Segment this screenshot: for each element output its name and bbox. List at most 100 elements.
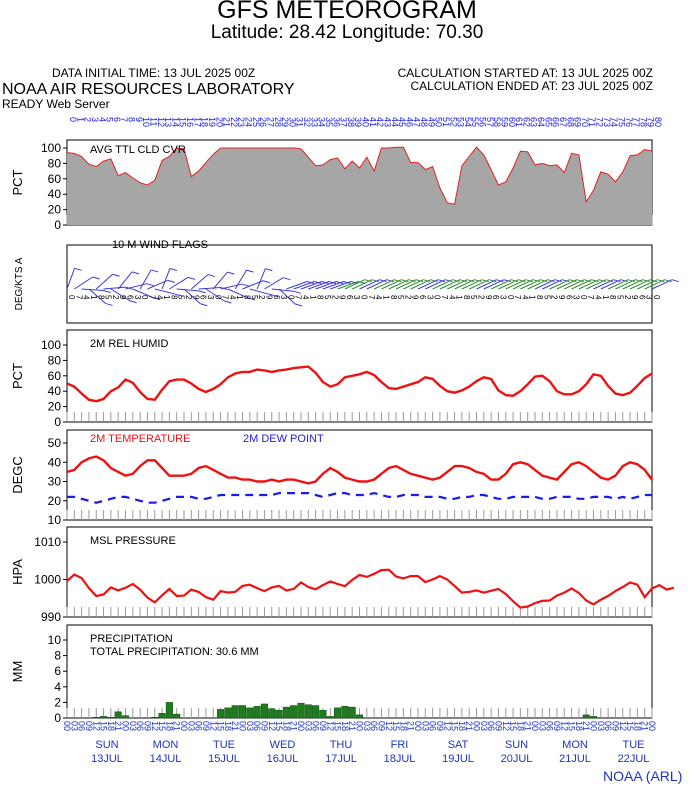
y-tick-label: 2 (54, 695, 61, 709)
precip-bar (582, 714, 590, 719)
wind-speed-label: 7 (74, 295, 83, 300)
bottom-hour-label: 15 (99, 721, 109, 731)
wind-speed-label: 5 (542, 295, 551, 300)
wind-barb (103, 286, 126, 290)
wind-speed-label: 3 (133, 295, 142, 300)
precip-bar (355, 714, 364, 719)
wind-barb-flag (459, 279, 468, 283)
wind-barb (315, 281, 337, 290)
wind-barb (139, 269, 152, 290)
bottom-hour-label: 03 (420, 721, 430, 731)
top-axis-label: 42 (375, 117, 385, 127)
bottom-hour-label: 21 (464, 721, 474, 731)
bottom-hour-label: 06 (77, 721, 87, 731)
top-axis-label: 78 (638, 117, 648, 127)
precip-bar (121, 715, 130, 719)
date-label: 22JUL (618, 753, 650, 765)
bottom-hour-label: 03 (537, 721, 547, 731)
wind-panel-frame (66, 244, 653, 324)
wind-speed-label: 4 (520, 295, 529, 300)
top-axis-label: 56 (478, 117, 488, 127)
wind-barb (410, 279, 431, 290)
wind-speed-label: 9 (191, 295, 200, 300)
wind-barb-flag (576, 279, 585, 283)
legend-dew-point: 2M DEW POINT (243, 433, 324, 445)
bottom-hour-label: 03 (596, 721, 606, 731)
wind-barb (556, 279, 578, 290)
top-axis-label: 14 (170, 117, 180, 127)
wind-speed-label: 8 (243, 295, 252, 300)
top-axis-label: 8 (127, 117, 137, 122)
top-axis-label: 15 (178, 117, 188, 127)
wind-speed-label: 4 (301, 295, 310, 300)
wind-barb-flag (379, 279, 387, 283)
precip-bar (224, 707, 232, 719)
top-axis-label: 39 (353, 117, 363, 127)
wind-barb-flag (635, 279, 643, 283)
bottom-hour-label: 12 (150, 721, 160, 731)
wind-barb-flag (547, 279, 555, 283)
wind-speed-label: 1 (308, 295, 317, 300)
bottom-hour-label: 03 (303, 721, 313, 731)
wind-barb (117, 271, 133, 290)
top-axis-label: 58 (492, 117, 502, 127)
top-axis-label: 12 (156, 117, 166, 127)
wind-speed-label: 8 (462, 295, 471, 300)
wind-speed-label: 9 (484, 295, 493, 300)
wind-speed-label: 6 (564, 295, 573, 300)
wind-speed-label: 9 (411, 295, 420, 300)
panel-title: PRECIPITATION (90, 633, 173, 645)
wind-barb (95, 273, 113, 290)
top-axis-label: 67 (558, 117, 568, 127)
wind-barb (615, 279, 636, 290)
bottom-hour-label: 03 (186, 721, 196, 731)
wind-barb (234, 269, 247, 290)
wind-barb-flag (496, 279, 504, 283)
bottom-hour-label: 12 (559, 721, 569, 731)
wind-barb (220, 283, 243, 290)
wind-barb-flag (605, 279, 614, 283)
top-axis-label: 36 (331, 117, 341, 127)
top-axis-label: 45 (397, 117, 407, 127)
day-of-week-label: TUE (213, 739, 235, 751)
precip-bar (312, 705, 320, 719)
wind-barb (330, 281, 352, 290)
wind-speed-label: 4 (82, 295, 91, 300)
wind-speed-label: 9 (338, 295, 347, 300)
precip-bar (231, 705, 239, 719)
wind-barb (176, 288, 199, 292)
bottom-hour-label: 09 (552, 721, 562, 731)
wind-speed-label: 7 (294, 295, 303, 300)
wind-barb (183, 288, 201, 305)
top-axis-label: 79 (646, 117, 656, 127)
wind-speed-label: 6 (126, 295, 135, 300)
day-of-week-label: SUN (95, 739, 118, 751)
top-axis-label: 7 (119, 117, 129, 122)
top-axis-label: 71 (587, 117, 597, 127)
wind-barb-flag (642, 279, 650, 283)
pressure-line (66, 568, 675, 609)
wind-barb (395, 279, 417, 290)
top-axis-label: 31 (295, 117, 305, 127)
day-of-week-label: FRI (391, 739, 409, 751)
top-axis-label: 50 (434, 117, 444, 127)
y-tick-label: 990 (41, 610, 61, 624)
wind-barb (564, 279, 585, 290)
wind-barb-flag (92, 276, 100, 280)
wind-speed-label: 1 (601, 295, 610, 300)
date-label: 15JUL (208, 753, 240, 765)
precip-bar (92, 716, 100, 719)
wind-barb (132, 288, 154, 299)
wind-speed-label: 7 (440, 295, 449, 300)
wind-barb (190, 274, 209, 290)
wind-barb (432, 279, 453, 290)
precip-total: TOTAL PRECIPITATION: 30.6 MM (90, 646, 259, 658)
wind-barb-flag (649, 279, 658, 283)
top-axis-label: 27 (265, 117, 275, 127)
top-axis-label: 80 (653, 117, 663, 127)
top-axis-label: 61 (514, 117, 524, 127)
bottom-hour-label: 12 (325, 721, 335, 731)
top-axis-label: 70 (580, 117, 590, 127)
calculation-ended: CALCULATION ENDED AT: 23 JUL 2025 00Z (410, 79, 653, 93)
wind-barb (359, 279, 380, 290)
